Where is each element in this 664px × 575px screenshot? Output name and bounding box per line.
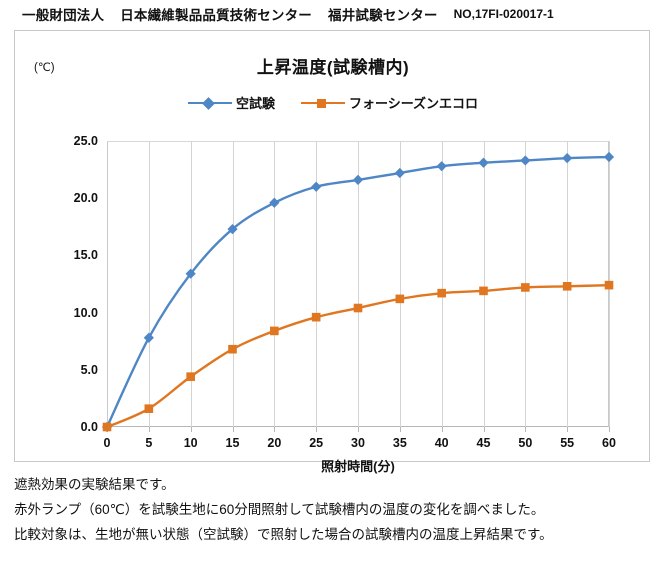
x-axis-tick-label: 55: [560, 436, 575, 450]
footer-notes: 遮熱効果の実験結果です。赤外ランプ（60℃）を試験生地に60分間照射して試験槽内…: [14, 472, 654, 547]
x-axis-tick-label: 5: [145, 436, 153, 450]
header-document-number: NO,17FI-020017-1: [453, 7, 554, 21]
x-axis-tick: [441, 427, 443, 432]
x-axis-tick-label: 10: [183, 436, 198, 450]
x-axis-tick-label: 35: [392, 436, 407, 450]
x-axis-tick-label: 20: [267, 436, 282, 450]
grid-line: [274, 141, 276, 427]
data-point-marker: [353, 303, 363, 313]
plot-area: 0.0 5.0 10.0 15.0 20.0 25.0 0 5 10 15 20 25 30 35 40 4…: [74, 134, 616, 474]
x-axis-tick: [525, 427, 527, 432]
legend-swatch-diamond-icon: [187, 96, 232, 110]
x-axis-tick-label: 15: [225, 436, 240, 450]
x-axis-tick-label: 40: [434, 436, 449, 450]
data-point-marker: [270, 326, 279, 336]
data-point-marker: [394, 167, 405, 179]
x-axis-tick: [567, 427, 569, 432]
y-axis-tick-label: 15.0: [73, 248, 98, 263]
data-point-marker: [227, 223, 238, 235]
grid-line: [358, 141, 359, 427]
legend-item-blank-test[interactable]: 空試験: [187, 93, 275, 112]
data-point-marker: [479, 286, 488, 296]
grid-line: [232, 141, 234, 427]
note-line: 赤外ランプ（60℃）を試験生地に60分間照射して試験槽内の温度の変化を調べました…: [14, 502, 545, 517]
x-axis-tick: [232, 427, 234, 432]
data-point-marker: [186, 372, 195, 381]
x-axis-tick-label: 25: [309, 436, 324, 450]
grid-line: [190, 141, 192, 427]
data-point-marker: [352, 174, 364, 185]
x-axis-tick: [190, 427, 192, 432]
legend-label: フォーシーズンエコロ: [348, 96, 479, 111]
data-point-marker: [395, 294, 405, 304]
legend-label: 空試験: [235, 96, 275, 111]
header-center: 日本繊維製品品質技術センター: [120, 8, 313, 23]
data-point-marker: [311, 181, 322, 192]
y-axis-tick-label: 5.0: [80, 362, 98, 377]
data-point-marker: [604, 280, 614, 290]
data-point-marker: [437, 288, 446, 298]
grid-line: [483, 141, 485, 427]
series-line: [105, 155, 611, 429]
legend-item-four-seasons-ecolo[interactable]: フォーシーズンエコロ: [300, 93, 479, 112]
y-axis-tick-label: 25.0: [73, 134, 98, 148]
chart-container: (℃) 上昇温度(試験槽内) 空試験 フォーシーズンエコロ 0.0 5.0 10.0 1…: [14, 30, 651, 474]
x-axis-tick: [148, 427, 150, 432]
data-point-marker: [562, 281, 572, 291]
x-axis-tick: [399, 427, 401, 432]
x-axis-tick-label: 0: [103, 436, 111, 450]
data-point-marker: [102, 422, 112, 432]
data-point-marker: [144, 404, 154, 413]
data-point-marker: [269, 197, 280, 208]
series-plot: [101, 151, 615, 433]
x-axis-tick: [483, 427, 485, 432]
x-axis-tick: [358, 427, 359, 432]
grid-line: [399, 141, 401, 427]
data-point-marker: [478, 157, 489, 168]
grid-line: [316, 141, 318, 427]
x-axis-title: 照射時間(分): [321, 459, 395, 474]
chart-legend: 空試験 フォーシーズンエコロ: [15, 93, 651, 112]
x-axis-tick: [274, 427, 276, 432]
data-point-marker: [562, 153, 573, 164]
y-axis-unit-label: (℃): [34, 62, 55, 74]
y-axis-tick-label: 0.0: [80, 420, 98, 434]
x-axis-tick-label: 30: [351, 436, 365, 450]
note-line: 遮熱効果の実験結果です。: [14, 477, 175, 492]
x-axis-tick-label: 45: [476, 436, 491, 450]
x-axis-tick-label: 50: [518, 436, 533, 450]
data-point-marker: [311, 312, 321, 322]
data-point-marker: [521, 283, 530, 292]
x-axis-tick: [609, 427, 610, 432]
header-branch: 福井試験センター: [328, 8, 438, 23]
chart-title: 上昇温度(試験槽内): [256, 58, 410, 77]
grid-line: [441, 141, 443, 427]
legend-swatch-square-icon: [300, 97, 345, 109]
y-axis-tick-label: 20.0: [73, 191, 98, 206]
data-point-marker: [185, 268, 196, 279]
data-point-marker: [143, 332, 154, 343]
data-point-marker: [603, 151, 615, 163]
data-point-marker: [520, 155, 531, 166]
x-axis-tick: [316, 427, 318, 432]
header-org: 一般財団法人: [22, 8, 105, 23]
document-header: 一般財団法人 日本繊維製品品質技術センター 福井試験センター NO,17FI-0…: [0, 0, 664, 28]
grid-line: [148, 141, 150, 427]
note-line: 比較対象は、生地が無い状態（空試験）で照射した場合の試験槽内の温度上昇結果です。: [14, 527, 553, 542]
data-point-marker: [228, 344, 237, 354]
y-axis-tick-label: 10.0: [73, 305, 98, 320]
data-point-marker: [436, 161, 447, 172]
x-axis-tick-label: 60: [602, 436, 616, 450]
